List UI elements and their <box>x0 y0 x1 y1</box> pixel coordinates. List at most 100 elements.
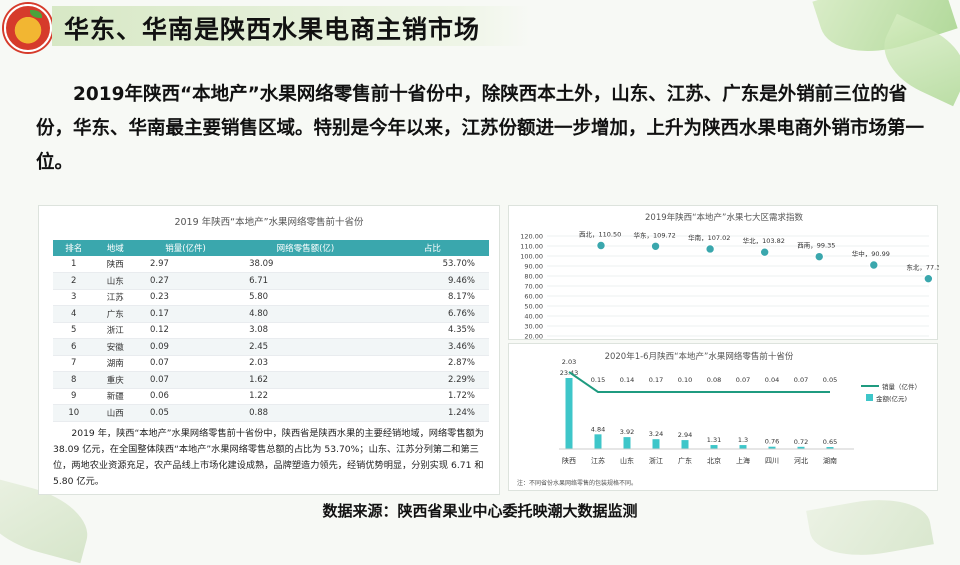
volume-cell: 0.06 <box>136 388 236 405</box>
demand-index-chart: 2019年陕西“本地产”水果七大区需求指数 120.00 110.00 100.00 9… <box>520 212 944 341</box>
point-label: 华南，107.02 <box>688 233 730 242</box>
sales-cell: 38.09 <box>235 256 376 273</box>
sales-bar-chart: 2020年1-6月陕西“本地产”水果网络零售前十省份23.43陕西2.034.8… <box>517 351 921 487</box>
sales-cell: 1.22 <box>235 388 376 405</box>
y-tick-label: 70.00 <box>524 283 543 291</box>
data-point <box>705 244 715 254</box>
bar-value-label: 3.92 <box>620 428 634 436</box>
ranking-table-panel: 2019 年陕西“本地产”水果网络零售前十省份 排名 地域 销量(亿件) 网络零… <box>38 205 500 495</box>
rank-cell: 5 <box>53 322 95 339</box>
volume-cell: 0.09 <box>136 338 236 356</box>
sales-bar <box>652 439 660 449</box>
x-tick-label: 山东 <box>620 456 634 465</box>
x-tick-label: 湖南 <box>823 456 837 465</box>
col-header-share: 占比 <box>375 240 489 256</box>
sales-cell: 2.45 <box>235 338 376 356</box>
x-tick-label: 上海 <box>736 456 750 465</box>
share-cell: 1.72% <box>375 388 489 405</box>
rank-cell: 4 <box>53 305 95 323</box>
sales-bar <box>594 434 602 449</box>
table-row: 1 陕西 2.97 38.09 53.70% <box>53 256 489 273</box>
volume-cell: 0.23 <box>136 289 236 306</box>
intro-paragraph: 2019年陕西“本地产”水果网络零售前十省份中，除陕西本土外，山东、江苏、广东是… <box>36 84 925 173</box>
table-row: 6 安徽 0.09 2.45 3.46% <box>53 338 489 356</box>
point-label: 华北，103.82 <box>743 236 785 245</box>
region-cell: 山西 <box>94 404 136 422</box>
rank-cell: 3 <box>53 289 95 306</box>
bar-value-label: 0.65 <box>823 438 837 446</box>
x-tick-label: 浙江 <box>649 456 663 465</box>
x-tick-label: 江苏 <box>591 456 605 465</box>
share-cell: 53.70% <box>375 256 489 273</box>
share-cell: 9.46% <box>375 272 489 290</box>
x-tick-label: 陕西 <box>562 456 576 465</box>
bar-value-label: 0.76 <box>765 438 779 446</box>
rank-cell: 9 <box>53 388 95 405</box>
data-source: 数据来源：陕西省果业中心委托映潮大数据监测 <box>322 502 638 520</box>
sales-bar <box>623 437 631 449</box>
point-label: 华中，90.99 <box>852 249 890 258</box>
sales-cell: 2.03 <box>235 355 376 372</box>
sales-cell: 3.08 <box>235 322 376 339</box>
y-tick-label: 50.00 <box>524 303 543 311</box>
sales-bar <box>565 378 573 449</box>
legend-label-amount: 金额(亿元) <box>876 394 907 403</box>
volume-cell: 0.12 <box>136 322 236 339</box>
sales-bar <box>710 445 718 449</box>
table-row: 2 山东 0.27 6.71 9.46% <box>53 272 489 290</box>
y-tick-label: 60.00 <box>524 293 543 301</box>
region-cell: 江苏 <box>94 289 136 306</box>
y-tick-label: 20.00 <box>524 333 543 341</box>
region-cell: 广东 <box>94 305 136 323</box>
bar-value-label: 3.24 <box>649 430 663 438</box>
page-title: 华东、华南是陕西水果电商主销市场 <box>64 15 481 44</box>
line-value-label: 0.07 <box>794 376 808 384</box>
y-tick-label: 30.00 <box>524 323 543 331</box>
rank-cell: 1 <box>53 256 95 273</box>
volume-cell: 0.17 <box>136 305 236 323</box>
data-point <box>814 251 824 262</box>
region-cell: 湖南 <box>94 355 136 372</box>
sales-bar <box>681 440 689 449</box>
data-point <box>596 240 606 251</box>
legend-swatch-amount <box>866 394 873 401</box>
sales-cell: 5.80 <box>235 289 376 306</box>
line-value-label: 0.17 <box>649 376 663 384</box>
y-tick-label: 80.00 <box>524 273 543 281</box>
legend-label-volume: 销量（亿件） <box>882 382 921 391</box>
region-cell: 新疆 <box>94 388 136 405</box>
sales-cell: 1.62 <box>235 371 376 389</box>
col-header-rank: 排名 <box>53 240 95 256</box>
table-row: 8 重庆 0.07 1.62 2.29% <box>53 371 489 389</box>
y-tick-label: 120.00 <box>520 233 543 241</box>
table-row: 3 江苏 0.23 5.80 8.17% <box>53 289 489 306</box>
table-row: 4 广东 0.17 4.80 6.76% <box>53 305 489 323</box>
point-label: 西北，110.50 <box>579 231 621 239</box>
y-tick-label: 100.00 <box>520 253 543 261</box>
col-header-region: 地域 <box>94 240 136 256</box>
region-cell: 浙江 <box>94 322 136 339</box>
region-cell: 陕西 <box>94 256 136 273</box>
volume-cell: 0.27 <box>136 272 236 290</box>
volume-cell: 0.05 <box>136 404 236 422</box>
rank-cell: 7 <box>53 355 95 372</box>
rank-cell: 10 <box>53 404 95 422</box>
bar-value-label: 1.31 <box>707 436 721 444</box>
chart-title: 2020年1-6月陕西“本地产”水果网络零售前十省份 <box>605 351 794 362</box>
data-point <box>923 273 934 284</box>
point-label: 东北，77.32 <box>906 263 939 272</box>
region-cell: 山东 <box>94 272 136 290</box>
point-label: 西南，99.35 <box>797 241 835 250</box>
line-value-label: 0.05 <box>823 376 837 384</box>
rank-cell: 6 <box>53 338 95 356</box>
ranking-table-title: 2019 年陕西“本地产”水果网络零售前十省份 <box>174 217 364 228</box>
bar-value-label: 2.94 <box>678 431 692 439</box>
sales-cell: 6.71 <box>235 272 376 290</box>
bar-value-label: 1.3 <box>738 436 748 444</box>
table-row: 9 新疆 0.06 1.22 1.72% <box>53 388 489 405</box>
volume-cell: 2.97 <box>136 256 236 273</box>
data-point <box>759 247 770 257</box>
line-value-label: 0.14 <box>620 376 634 384</box>
table-header-row: 排名 地域 销量(亿件) 网络零售额(亿) 占比 <box>53 240 489 256</box>
x-tick-label: 广东 <box>678 456 692 465</box>
